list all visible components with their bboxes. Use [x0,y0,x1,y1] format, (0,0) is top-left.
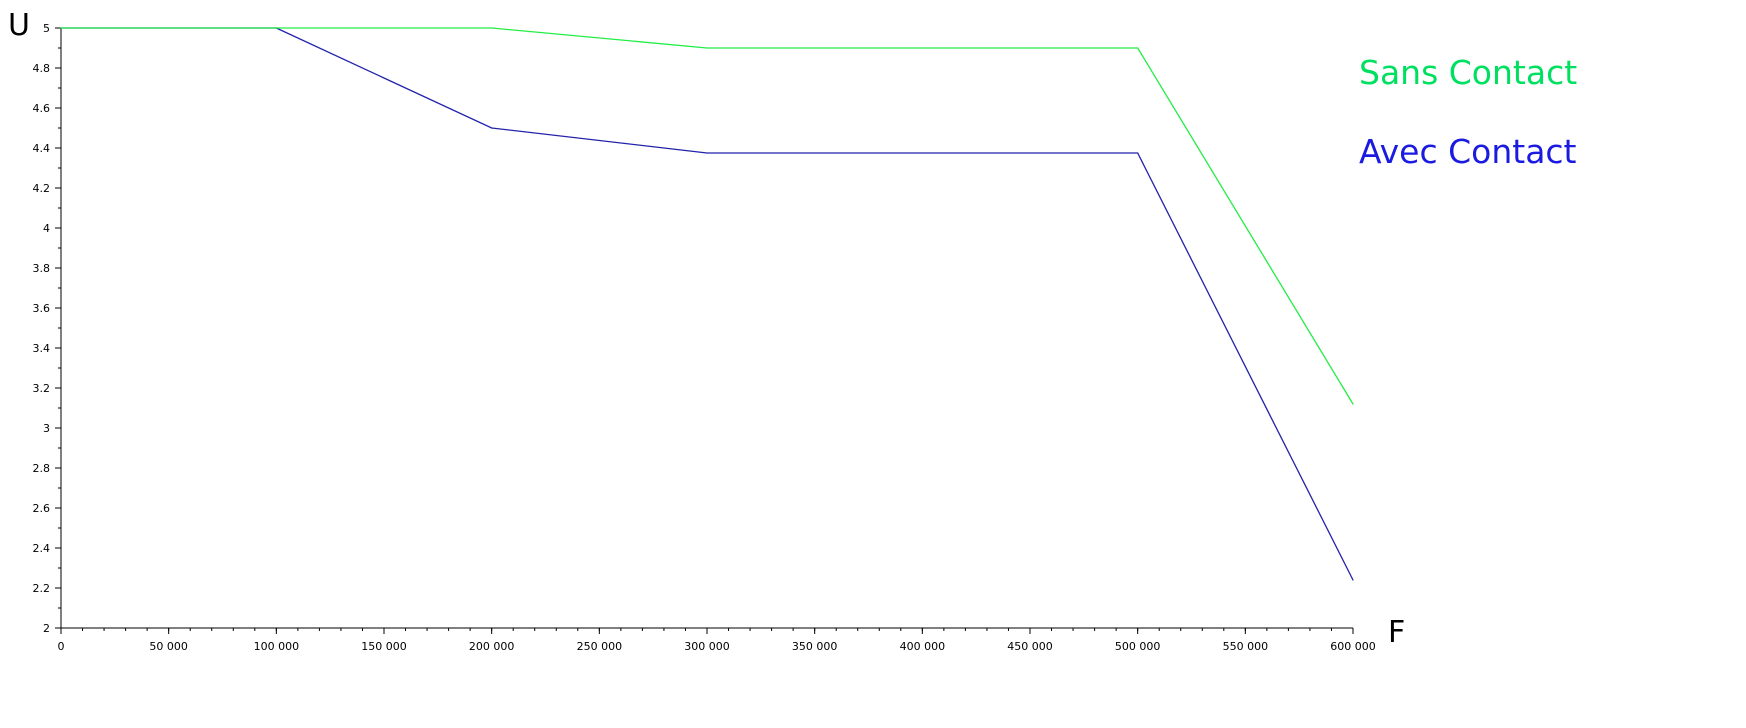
y-tick-label: 2.4 [33,542,51,555]
y-axis-title: U [8,8,30,43]
x-tick-label: 400 000 [900,640,946,653]
data-point-avec-contact [706,152,708,154]
y-tick-label: 4.2 [33,182,51,195]
y-tick-label: 4.6 [33,102,51,115]
x-tick-label: 550 000 [1223,640,1269,653]
x-tick-label: 500 000 [1115,640,1161,653]
data-point-sans-contact [60,27,62,29]
y-tick-label: 5 [43,22,50,35]
y-tick-label: 3 [43,422,50,435]
y-tick-label: 4.8 [33,62,51,75]
data-point-sans-contact [491,27,493,29]
y-tick-label: 2.8 [33,462,51,475]
x-tick-label: 200 000 [469,640,515,653]
x-tick-label: 50 000 [149,640,188,653]
data-point-sans-contact [1137,47,1139,49]
x-tick-label: 250 000 [577,640,623,653]
data-point-sans-contact [1352,403,1354,405]
y-tick-label: 4.4 [33,142,51,155]
y-tick-label: 4 [43,222,50,235]
legend: Sans Contact Avec Contact [1359,53,1577,171]
x-tick-label: 0 [58,640,65,653]
x-axis: 0 50 000 100 000 150 000 200 000 250 000 300 0… [58,627,1376,653]
x-axis-title: F [1388,615,1405,650]
data-point-sans-contact [706,47,708,49]
y-tick-label: 3.8 [33,262,51,275]
x-tick-label: 150 000 [361,640,407,653]
legend-label-avec-contact: Avec Contact [1359,132,1577,171]
data-point-avec-contact [1352,579,1354,581]
series-line-avec-contact [61,27,1354,581]
series-lines [60,27,1354,581]
x-tick-label: 450 000 [1007,640,1053,653]
y-tick-label: 3.6 [33,302,51,315]
series-line-sans-contact [61,27,1354,405]
data-point-avec-contact [1137,152,1139,154]
y-tick-label: 2.2 [33,582,51,595]
y-axis: 2 2.2 2.4 2.6 2.8 3 3.2 3.4 3.6 3.8 4 4.2 4.4 4.6 4.8 5 [33,22,62,635]
data-point-sans-contact [275,27,277,29]
y-tick-label: 3.2 [33,382,51,395]
y-tick-label: 2.6 [33,502,51,515]
x-tick-label: 300 000 [684,640,730,653]
y-tick-label: 3.4 [33,342,51,355]
x-tick-label: 600 000 [1330,640,1376,653]
x-tick-label: 100 000 [254,640,300,653]
x-tick-label: 350 000 [792,640,838,653]
data-point-avec-contact [491,127,493,129]
y-tick-label: 2 [43,622,50,635]
legend-label-sans-contact: Sans Contact [1359,53,1577,92]
